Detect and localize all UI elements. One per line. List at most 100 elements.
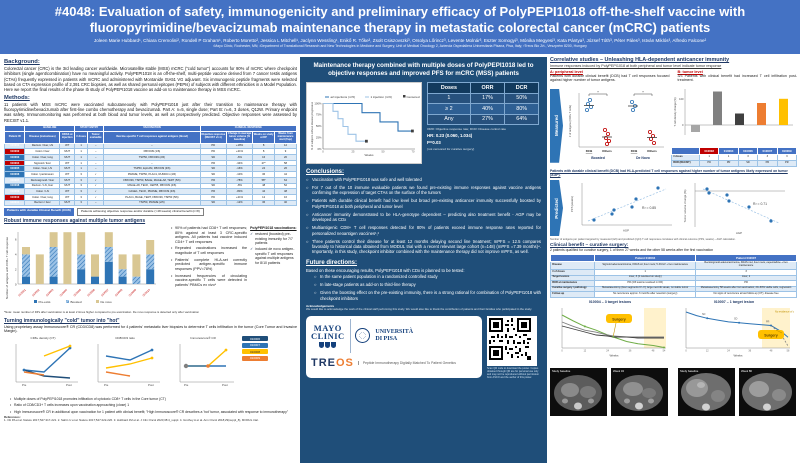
group-study-entry: STUDY ENTRY xyxy=(74,124,105,132)
svg-text:0: 0 xyxy=(15,282,17,286)
km-yticks: 100% 75% 50% 25% 0% xyxy=(314,101,322,151)
scatter-a-r2: R² = 0.85 xyxy=(642,206,656,210)
conclusion-item: Anticancer immunity demonstrated to be H… xyxy=(306,212,541,223)
vaccination-summary-title: PolyPEPI1018 vaccinations: xyxy=(250,225,297,230)
infiltration-table: 010002 010004 010006 010007 010009 # dos… xyxy=(671,147,798,167)
immunoscore-legend: 010006 010007 010008 010009 010010 xyxy=(242,336,268,367)
future-heading: Future directions: xyxy=(306,259,358,266)
svg-text:100%: 100% xyxy=(314,101,322,105)
vaccination-summary-item: induced de novo antigen-specific T cell … xyxy=(250,247,297,265)
svg-text:010002: 010002 xyxy=(31,288,41,298)
treos-part-b: OS xyxy=(336,356,354,369)
svg-text:010007: 010007 xyxy=(100,288,110,298)
svg-text:24: 24 xyxy=(606,349,609,352)
patient-table-header: Disease (metastases) xyxy=(24,130,61,144)
svg-text:12: 12 xyxy=(706,349,709,352)
svg-text:4: 4 xyxy=(15,252,17,256)
correlative-heading: Correlative studies – Unleashing HLA-dep… xyxy=(550,57,730,63)
patient-table-header: KRAS at injection xyxy=(59,130,76,144)
ct-scan-4: Week 86 xyxy=(739,367,796,421)
immunoscore-svg-1: Pre Post xyxy=(15,344,78,387)
immune-bar-chart-svg: Number of antigens with CD8+ T cell resp… xyxy=(5,231,156,304)
treos-part-a: TRE xyxy=(311,356,336,369)
svg-text:25: 25 xyxy=(352,149,355,153)
methods-text: 11 patients with MSS mCRC were vaccinate… xyxy=(4,101,297,123)
lesion-chart-b-title: 010007 – 1 target lesion xyxy=(713,299,755,304)
svg-text:0: 0 xyxy=(682,123,684,127)
svg-text:Others: Others xyxy=(602,149,612,153)
patient-table-header: Patient ID xyxy=(3,130,26,144)
scatter-caption: Number of antigens per patient targeted … xyxy=(550,238,736,241)
svg-text:Boosted: Boosted xyxy=(71,300,82,304)
group-clinical-response: CLINICAL RESPONSE xyxy=(199,124,298,132)
scatter-b-xlabel: AGP xyxy=(736,231,742,235)
level-descriptions: A: peripheral level Patients with durabl… xyxy=(550,70,797,83)
patient-table-header: Change in average tumor volume (% baseli… xyxy=(225,130,254,144)
svg-text:010004: 010004 xyxy=(59,288,69,298)
immune-bullet: 90% of patients had CD8+ T cell response… xyxy=(171,226,247,245)
middle-headline: Maintenance therapy combined with multip… xyxy=(313,62,534,77)
table-legend: Patients with durable Clinical Benefit (… xyxy=(4,208,297,216)
patient-table-header: Vaccine-specific T cell responses agains… xyxy=(103,130,201,144)
ct-scan-row: Study baseline Week 34 Study baseline We… xyxy=(550,367,797,421)
patient-table-header-row: Patient ID Disease (metastases) KRAS at in… xyxy=(3,130,297,144)
immune-bar-legend: Pre-exist. Boosted De novo xyxy=(34,299,112,304)
dose-table-header-row: Doses ORR DCR xyxy=(427,81,539,94)
svg-text:*: * xyxy=(642,89,644,94)
svg-text:010001: 010001 xyxy=(17,288,27,298)
immunoscore-svg-2: Pre Post xyxy=(97,344,160,387)
ct-label-4: Week 86 xyxy=(741,369,752,374)
background-heading: Background: xyxy=(4,59,40,65)
svg-text:0: 0 xyxy=(561,349,563,352)
vaccination-summary-item: restored (boosted) pre-existing immunity… xyxy=(250,232,297,245)
svg-text:100: 100 xyxy=(679,97,684,101)
svg-text:Others: Others xyxy=(647,149,657,153)
logo-box: MAYO CLINIC UNIVERSITÀ DI PISA TREOS Pep… xyxy=(306,315,482,378)
measured-dot-plot: # of antigens (CD8+ T cells) * * xyxy=(568,89,664,160)
ned-note: No evidence of disease xyxy=(775,309,794,313)
cold-hot-bullet: Ratio of CD8/CD3+ T cells increases upon… xyxy=(10,403,297,408)
svg-text:De Novo: De Novo xyxy=(636,156,650,160)
svg-text:Pre: Pre xyxy=(22,383,27,387)
ct-label-2: Week 34 xyxy=(613,369,624,374)
patient-row: 010005 Colon / liver, LN MUT 1 – TSP50, … xyxy=(3,165,297,173)
ct-label-3: Study baseline xyxy=(680,369,699,374)
immune-bar-chart: Number of antigens with CD8+ T cell resp… xyxy=(4,226,162,311)
university-pisa-logo: UNIVERSITÀ DI PISA xyxy=(375,329,413,343)
immunoscore-chart-1: CD8+ density (CT) Pre Post xyxy=(4,336,82,395)
correlative-subheading: Immune responses induced by PolyPEPI1018… xyxy=(550,64,722,68)
acknowledgements-heading: Acknowledgements xyxy=(306,304,335,309)
dose-table-row: Any 27% 64% xyxy=(427,113,539,126)
left-column: Background: Colorectal cancer (CRC) is t… xyxy=(3,57,298,463)
immunoscore-chart-3: Immunoscore® CR Pre Post xyxy=(168,336,238,395)
svg-text:PR: PR xyxy=(766,320,770,323)
immune-bullet: Patients' complete HLA-set correctly pre… xyxy=(171,258,247,272)
km-side: Doses ORR DCR 1 17% 50% ≥ 2 xyxy=(427,81,539,164)
svg-text:SD: SD xyxy=(734,317,738,320)
immunoscore-legend-chip: 010007 xyxy=(242,342,268,348)
immune-heading: Robust immune responses against multiple… xyxy=(4,217,146,224)
dose-response-table: Doses ORR DCR 1 17% 50% ≥ 2 xyxy=(427,81,539,126)
immunoscore-row: CD8+ density (CT) Pre Post CD8/CD3 ratio xyxy=(4,336,297,395)
lesion-a-xlabel: Weeks xyxy=(609,353,619,357)
lesion-chart-b: 010007 – 1 target lesion SD SD PR Surgery … xyxy=(674,299,800,365)
peripheral-level-block: A: peripheral level Patients with durabl… xyxy=(550,70,670,83)
cold-hot-bullets: Multiple doses of PolyPEPI1018 promotes … xyxy=(4,397,297,414)
dose-table-header: DCR xyxy=(504,81,539,94)
predicted-arrow: Predicted xyxy=(550,180,563,236)
measured-arrow: Measured xyxy=(550,88,563,163)
lesion-chart-a: 010004 – 3 target lesions Surgery 0 12 24 3… xyxy=(550,300,670,365)
conclusion-item: Vaccination with PolyPEPI1018 was safe a… xyxy=(306,177,541,183)
immunoscore-title-2: CD8/CD3 ratio xyxy=(115,336,135,341)
immune-note: *Note: mean number of DPs after vaccinat… xyxy=(4,309,200,314)
immunoscore-title-3: Immunoscore® CR xyxy=(190,336,216,341)
infiltration-block: T cell density change (%) 0 100 010002 01… xyxy=(671,85,798,167)
pisa-line2: DI PISA xyxy=(375,335,398,342)
svg-text:24: 24 xyxy=(727,349,730,352)
stacked-bars xyxy=(22,232,155,284)
svg-text:010005: 010005 xyxy=(72,288,82,298)
tumor-level-block: B: tumor level 3/3 Patients with clinica… xyxy=(678,70,798,83)
hazard-ratio: HR: 0.23 (0.060, 1.034) xyxy=(427,133,473,139)
svg-text:SD: SD xyxy=(702,313,706,316)
background-text: Colorectal cancer (CRC) is the 3rd leadi… xyxy=(4,66,297,93)
